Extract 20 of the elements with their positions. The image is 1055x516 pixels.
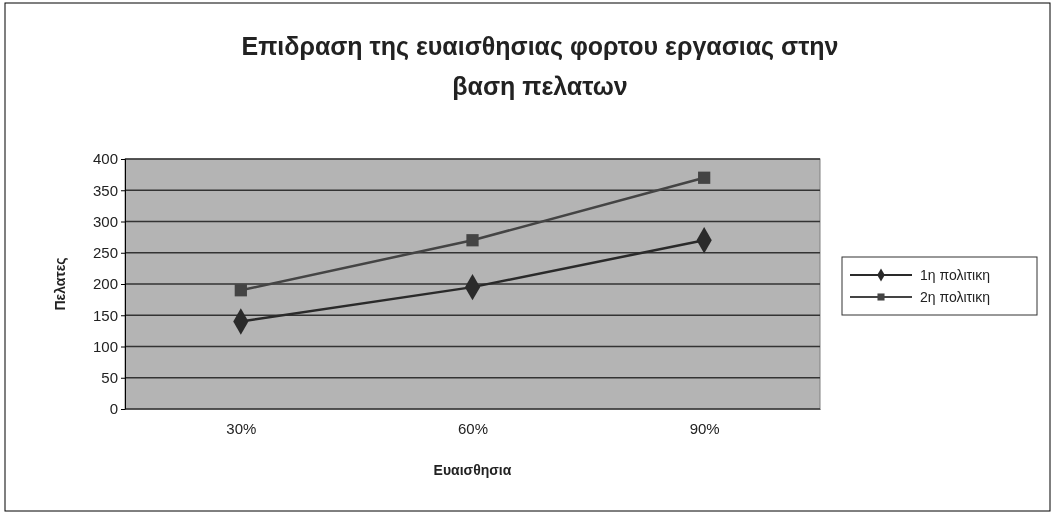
- legend-label: 1η πολιτικη: [920, 267, 990, 283]
- y-tick-label: 50: [101, 369, 118, 387]
- chart-title: Επιδραση της ευαισθησιας φορτου εργασιας στην βαση πελατων: [241, 32, 839, 100]
- y-tick-label: 300: [92, 212, 118, 230]
- y-axis-title: Πελατες: [52, 257, 68, 311]
- y-tick-label: 400: [92, 150, 118, 168]
- y-tick-label: 250: [92, 244, 118, 262]
- x-axis-title: Ευαισθησια: [433, 462, 512, 478]
- point: [698, 171, 711, 184]
- point: [466, 234, 479, 247]
- x-tick-label: 30%: [226, 419, 257, 437]
- y-tick-label: 200: [92, 275, 118, 293]
- point: [234, 284, 247, 297]
- y-tick-label: 0: [109, 400, 118, 418]
- y-tick-label: 100: [92, 337, 118, 355]
- legend-label: 2η πολιτικη: [920, 289, 990, 305]
- y-tick-label: 150: [92, 306, 118, 324]
- x-tick-label: 60%: [457, 419, 489, 437]
- x-tick-label: 90%: [689, 419, 720, 437]
- y-tick-label: 350: [92, 181, 118, 199]
